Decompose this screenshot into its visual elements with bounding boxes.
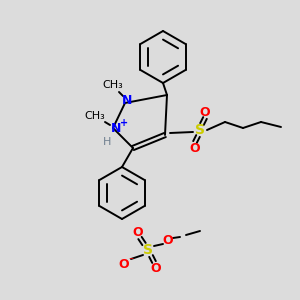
Text: S: S [195, 123, 205, 137]
Text: +: + [120, 118, 128, 128]
Text: O: O [190, 142, 200, 154]
Text: N: N [111, 122, 121, 134]
Text: N: N [122, 94, 132, 106]
Text: O: O [119, 257, 129, 271]
Text: H: H [103, 137, 111, 147]
Text: O: O [163, 233, 173, 247]
Text: ⁻: ⁻ [128, 256, 134, 266]
Text: CH₃: CH₃ [85, 111, 105, 121]
Text: CH₃: CH₃ [103, 80, 123, 90]
Text: S: S [143, 243, 153, 257]
Text: O: O [200, 106, 210, 118]
Text: O: O [133, 226, 143, 238]
Text: O: O [151, 262, 161, 275]
